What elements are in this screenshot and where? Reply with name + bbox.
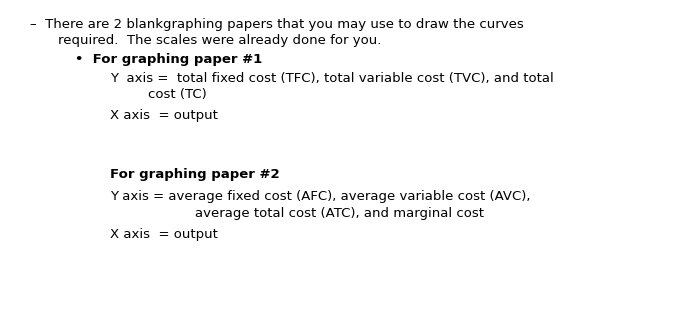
Text: •  For graphing paper #1: • For graphing paper #1 bbox=[75, 53, 262, 66]
Text: X axis  = output: X axis = output bbox=[110, 228, 218, 241]
Text: required.  The scales were already done for you.: required. The scales were already done f… bbox=[58, 34, 382, 47]
Text: –  There are 2 blank​graphing papers that you may use to draw the curves: – There are 2 blank​graphing papers that… bbox=[30, 18, 524, 31]
Text: average total cost (ATC), and marginal cost: average total cost (ATC), and marginal c… bbox=[195, 207, 484, 220]
Text: X axis  = output: X axis = output bbox=[110, 109, 218, 122]
Text: For graphing paper #2: For graphing paper #2 bbox=[110, 168, 280, 181]
Text: cost (TC): cost (TC) bbox=[148, 88, 207, 101]
Text: Y axis = average fixed cost (AFC), average variable cost (AVC),: Y axis = average fixed cost (AFC), avera… bbox=[110, 190, 531, 203]
Text: Y  axis =  total fixed cost (TFC), total variable cost (TVC), and total: Y axis = total fixed cost (TFC), total v… bbox=[110, 72, 554, 85]
